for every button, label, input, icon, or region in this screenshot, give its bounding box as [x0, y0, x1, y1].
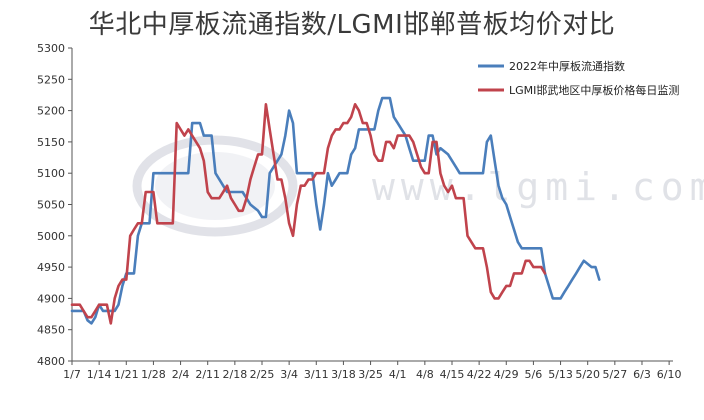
y-tick-label: 5050 — [37, 199, 65, 212]
x-tick-label: 6/10 — [657, 368, 682, 381]
series-line-1 — [70, 96, 601, 325]
legend-label-1: 2022年中厚板流通指数 — [509, 59, 625, 73]
y-tick-label: 5250 — [37, 73, 65, 86]
x-tick-label: 6/3 — [633, 368, 651, 381]
x-tick-label: 3/4 — [280, 368, 298, 381]
x-tick-label: 3/25 — [358, 368, 383, 381]
y-tick-label: 5300 — [37, 42, 65, 55]
x-tick-label: 5/20 — [575, 368, 600, 381]
x-tick-label: 3/18 — [331, 368, 356, 381]
chart-title: 华北中厚板流通指数/LGMI邯郸普板均价对比 — [88, 10, 616, 40]
y-tick-label: 5150 — [37, 136, 65, 149]
y-tick-label: 4800 — [37, 355, 65, 368]
x-tick-label: 1/14 — [87, 368, 112, 381]
x-tick-label: 3/11 — [304, 368, 329, 381]
y-tick-label: 5000 — [37, 230, 65, 243]
x-tick-label: 2/25 — [250, 368, 275, 381]
legend: 2022年中厚板流通指数 LGMI邯武地区中厚板价格每日监测 — [478, 59, 679, 97]
y-tick-label: 4900 — [37, 292, 65, 305]
watermark-globe-ring — [132, 135, 298, 237]
watermark-text: www.lgmi.com — [372, 165, 704, 209]
x-tick-label: 4/22 — [467, 368, 492, 381]
x-tick-label: 2/4 — [172, 368, 190, 381]
x-tick-label: 4/1 — [389, 368, 407, 381]
x-tick-label: 4/29 — [494, 368, 519, 381]
x-tick-label: 4/15 — [440, 368, 465, 381]
series-line-2 — [70, 103, 547, 325]
y-tick-label: 5200 — [37, 105, 65, 118]
x-tick-label: 1/21 — [114, 368, 139, 381]
x-tick-label: 4/8 — [416, 368, 434, 381]
x-tick-label: 5/13 — [548, 368, 573, 381]
x-tick-label: 1/7 — [63, 368, 81, 381]
x-tick-label: 2/11 — [195, 368, 220, 381]
x-tick-label: 5/27 — [602, 368, 627, 381]
legend-label-2: LGMI邯武地区中厚板价格每日监测 — [509, 83, 679, 97]
y-tick-label: 4850 — [37, 324, 65, 337]
x-tick-label: 1/28 — [141, 368, 166, 381]
x-tick-label: 2/18 — [223, 368, 248, 381]
y-tick-label: 4950 — [37, 261, 65, 274]
x-tick-label: 5/6 — [525, 368, 543, 381]
y-tick-label: 5100 — [37, 167, 65, 180]
